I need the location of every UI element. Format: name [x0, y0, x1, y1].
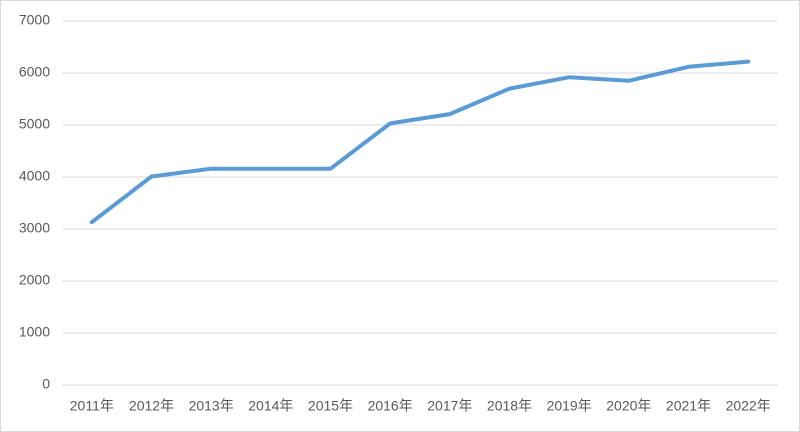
- x-tick-label: 2019年: [547, 398, 592, 414]
- y-tick-label: 1000: [19, 324, 50, 340]
- x-tick-label: 2021年: [666, 398, 711, 414]
- x-tick-label: 2017年: [427, 398, 472, 414]
- y-tick-label: 0: [42, 376, 50, 392]
- data-line: [89, 59, 751, 225]
- y-tick-label: 4000: [19, 168, 50, 184]
- x-tick-label: 2011年: [70, 398, 114, 414]
- x-tick-label: 2015年: [308, 398, 353, 414]
- y-tick-label: 2000: [19, 272, 50, 288]
- y-tick-label: 7000: [19, 12, 50, 28]
- x-tick-label: 2020年: [606, 398, 651, 414]
- x-tick-label: 2014年: [248, 398, 293, 414]
- x-tick-label: 2012年: [129, 398, 174, 414]
- y-tick-label: 6000: [19, 64, 50, 80]
- x-tick-label: 2018年: [487, 398, 532, 414]
- y-tick-label: 3000: [19, 220, 50, 236]
- y-tick-label: 5000: [19, 116, 50, 132]
- x-tick-label: 2013年: [189, 398, 234, 414]
- x-tick-label: 2022年: [726, 398, 771, 414]
- x-tick-label: 2016年: [368, 398, 413, 414]
